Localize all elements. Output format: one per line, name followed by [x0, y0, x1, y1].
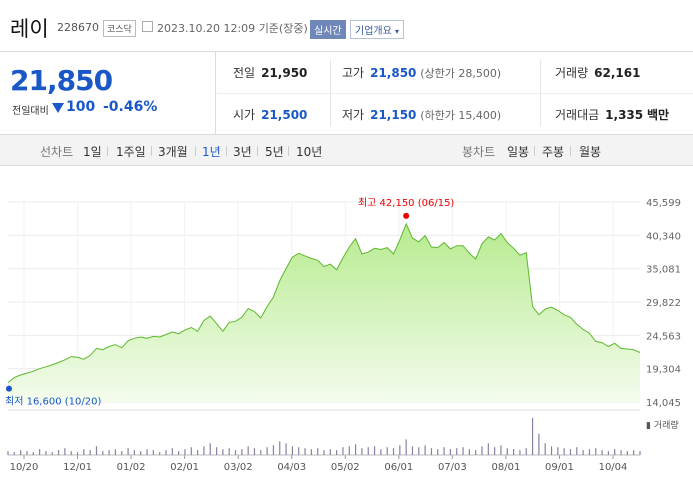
change-value: 100 [66, 99, 96, 115]
stat-trade-value: 거래대금 1,335 백만 [555, 108, 670, 122]
calendar-icon [142, 21, 153, 32]
divider [107, 146, 108, 156]
volume-legend: ▮ 거래량 [646, 419, 679, 431]
tab-1year[interactable]: 1년 [202, 145, 221, 159]
chart-tabs: 선차트 1일 1주일 3개월 1년 3년 5년 10년 봉차트 일봉 주봉 월봉 [0, 134, 693, 166]
line-chart-label: 선차트 [40, 145, 74, 159]
price-line [7, 222, 641, 383]
x-tick-label: 07/03 [438, 462, 467, 473]
change-percent: -0.46% [103, 99, 158, 115]
tab-1week[interactable]: 1주일 [116, 145, 146, 159]
stock-name: 레이 [10, 17, 49, 41]
divider [226, 146, 227, 156]
y-tick-label: 35,081 [646, 265, 681, 276]
y-tick-label: 24,563 [646, 331, 681, 342]
min-annotation: 최저 16,600 (10/20) [5, 396, 101, 408]
tab-5year[interactable]: 5년 [265, 145, 284, 159]
realtime-button[interactable]: 실시간 [310, 20, 346, 39]
down-triangle-icon [52, 103, 64, 113]
change-label: 전일대비 [12, 106, 49, 117]
tab-10year[interactable]: 10년 [296, 145, 323, 159]
x-tick-label: 03/02 [224, 462, 253, 473]
x-tick-label: 08/01 [491, 462, 520, 473]
stat-open: 시가 21,500 [233, 108, 308, 122]
corp-info-dropdown[interactable]: 기업개요 ▾ [350, 20, 405, 39]
divider [217, 93, 693, 94]
x-tick-label: 04/03 [277, 462, 306, 473]
candle-chart-label: 봉차트 [462, 145, 496, 159]
y-tick-label: 14,045 [646, 398, 681, 409]
tab-3year[interactable]: 3년 [233, 145, 252, 159]
divider [534, 146, 535, 156]
tab-daily-candle[interactable]: 일봉 [507, 145, 530, 159]
price-summary: 21,850 전일대비 100 -0.46% [0, 52, 216, 134]
x-tick-label: 12/01 [63, 462, 92, 473]
x-tick-label: 10/20 [10, 462, 39, 473]
quote-timestamp: 2023.10.20 12:09 기준(장중) [157, 20, 308, 36]
market-badge: 코스닥 [103, 20, 136, 37]
divider [151, 146, 152, 156]
divider [195, 146, 196, 156]
max-annotation: 최고 42,150 (06/15) [358, 197, 454, 209]
y-tick-label: 29,822 [646, 298, 681, 309]
stat-volume: 거래량 62,161 [555, 66, 641, 80]
stock-code: 228670 [57, 21, 99, 34]
y-tick-label: 19,304 [646, 365, 681, 376]
x-tick-label: 02/01 [170, 462, 199, 473]
x-tick-label: 01/02 [117, 462, 146, 473]
stat-prev: 전일 21,950 [233, 66, 308, 80]
tab-3month[interactable]: 3개월 [158, 145, 188, 159]
x-tick-label: 06/01 [384, 462, 413, 473]
divider [257, 146, 258, 156]
stat-low: 저가 21,150 (하한가 15,400) [342, 108, 502, 122]
tab-weekly-candle[interactable]: 주봉 [542, 145, 565, 159]
datetime: 2023.10.20 12:09 [157, 22, 256, 35]
divider [288, 146, 289, 156]
divider [570, 146, 571, 156]
max-marker [403, 212, 410, 219]
y-tick-label: 40,340 [646, 231, 681, 242]
corp-info-label: 기업개요 [355, 26, 392, 37]
x-tick-label: 05/02 [331, 462, 360, 473]
tab-1day[interactable]: 1일 [83, 145, 102, 159]
price-area-fill [8, 223, 640, 402]
min-marker [6, 385, 12, 392]
x-tick-label: 10/04 [599, 462, 628, 473]
y-tick-label: 45,599 [646, 198, 681, 209]
tab-monthly-candle[interactable]: 월봉 [579, 145, 602, 159]
stat-high: 고가 21,850 (상한가 28,500) [342, 66, 502, 80]
basis: 기준(장중) [258, 22, 308, 35]
x-tick-label: 09/01 [545, 462, 574, 473]
current-price: 21,850 [10, 64, 113, 97]
stock-header: 레이 228670 코스닥 2023.10.20 12:09 기준(장중) 실시… [0, 0, 693, 52]
chevron-down-icon: ▾ [395, 27, 400, 36]
